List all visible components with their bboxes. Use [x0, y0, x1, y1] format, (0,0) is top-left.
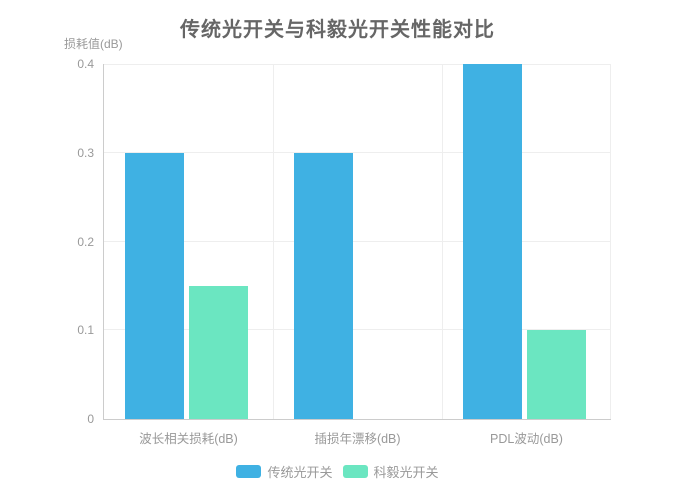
bar-series0-cat0[interactable] [125, 152, 184, 419]
legend-label: 科毅光开关 [373, 465, 439, 480]
bar-series0-cat1[interactable] [294, 152, 353, 419]
bar-series0-cat2[interactable] [463, 64, 522, 419]
y-tick-label: 0.2 [77, 234, 94, 249]
legend-swatch [342, 465, 368, 478]
chart-title: 传统光开关与科毅光开关性能对比 [180, 19, 495, 41]
y-grid-line [104, 152, 611, 153]
y-grid-line [104, 64, 611, 65]
x-grid-line [610, 64, 611, 419]
legend-swatch [236, 465, 262, 478]
plot-area: 0 0.1 0.2 0.3 0.4 波长相关损耗(dB) 插损年漂移(dB) PDL波动(dB… [77, 57, 611, 446]
y-tick-label: 0 [87, 412, 94, 426]
bar-series1-cat2[interactable] [527, 330, 586, 419]
legend-item-series0[interactable]: 传统光开关 [236, 462, 333, 481]
legend: 传统光开关 科毅光开关 [0, 462, 675, 481]
y-tick-label: 0.3 [77, 145, 94, 160]
x-tick-label: PDL波动(dB) [490, 432, 563, 446]
bar-series1-cat0[interactable] [189, 285, 248, 419]
y-grid-line [104, 329, 611, 330]
x-grid-line [442, 64, 443, 419]
legend-item-series1[interactable]: 科毅光开关 [342, 462, 439, 481]
y-axis-name: 损耗值(dB) [64, 37, 123, 51]
y-tick-label: 0.1 [77, 323, 94, 338]
x-grid-line [273, 64, 274, 419]
legend-label: 传统光开关 [267, 465, 333, 480]
x-tick-label: 波长相关损耗(dB) [139, 432, 238, 446]
y-tick-label: 0.4 [77, 57, 94, 71]
y-grid-line [104, 241, 611, 242]
x-tick-label: 插损年漂移(dB) [314, 432, 401, 446]
